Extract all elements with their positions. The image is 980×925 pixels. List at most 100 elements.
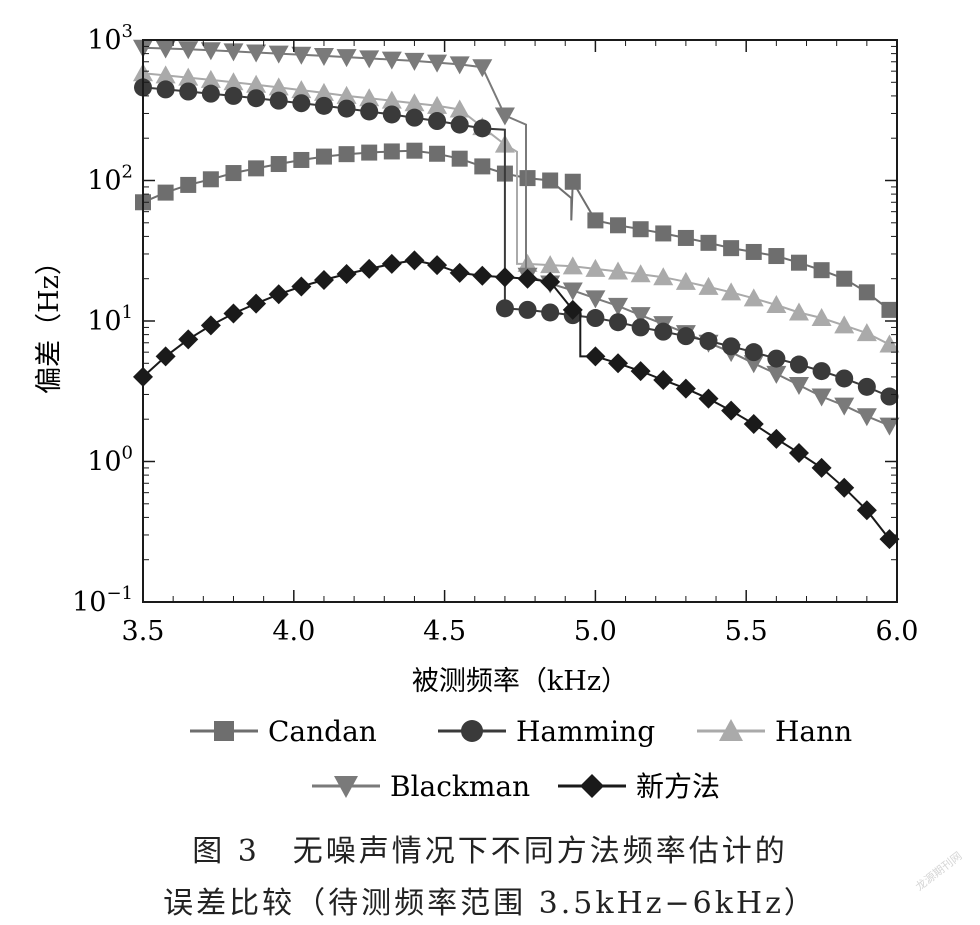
- marker-circle: [744, 343, 763, 362]
- series-layer: [133, 39, 900, 550]
- marker-triangle-down: [223, 43, 244, 62]
- marker-diamond: [721, 400, 742, 421]
- marker-diamond: [223, 303, 244, 324]
- marker-square: [700, 234, 717, 251]
- marker-square: [429, 145, 446, 162]
- marker-diamond: [698, 388, 719, 409]
- marker-triangle-down: [585, 290, 606, 309]
- marker-circle: [767, 349, 786, 368]
- marker-square: [632, 221, 649, 238]
- marker-triangle-up: [766, 294, 787, 313]
- marker-triangle-down: [291, 46, 312, 65]
- legend-item: Hann: [697, 715, 852, 748]
- marker-circle: [518, 300, 537, 319]
- marker-diamond: [494, 267, 515, 288]
- marker-triangle-up: [811, 308, 832, 327]
- marker-triangle-down: [449, 56, 470, 75]
- marker-square: [768, 248, 785, 265]
- marker-circle: [609, 313, 628, 332]
- marker-triangle-up: [359, 88, 380, 107]
- marker-triangle-up: [856, 323, 877, 342]
- marker-triangle-up: [517, 253, 538, 272]
- axis-layer: 3.5 4.0 4.5 5.0 5.5 6.0 10−1 100 101 102 103: [72, 21, 918, 647]
- marker-diamond: [766, 428, 787, 449]
- marker-diamond: [675, 378, 696, 399]
- marker-triangle-down: [879, 417, 900, 436]
- marker-triangle-up: [336, 85, 357, 104]
- marker-square: [790, 254, 807, 271]
- legend-label: Hann: [775, 715, 852, 748]
- marker-triangle-down: [246, 44, 267, 63]
- marker-square: [836, 270, 853, 287]
- y-tick-label: 101: [87, 302, 133, 337]
- marker-square: [248, 160, 265, 177]
- marker-square: [225, 165, 242, 182]
- marker-square: [383, 143, 400, 160]
- marker-square: [361, 144, 378, 161]
- marker-circle: [314, 96, 333, 115]
- marker-diamond: [879, 529, 900, 550]
- marker-square: [655, 225, 672, 242]
- marker-diamond: [630, 361, 651, 382]
- marker-triangle-up: [675, 271, 696, 290]
- marker-circle: [382, 105, 401, 124]
- marker-triangle-up: [653, 267, 674, 286]
- series-new-method: [133, 250, 900, 550]
- marker-square: [157, 184, 174, 201]
- marker-circle: [631, 318, 650, 337]
- marker-triangle-up: [200, 69, 221, 88]
- marker-diamond: [313, 269, 334, 290]
- marker-square: [180, 176, 197, 193]
- marker-diamond: [155, 346, 176, 367]
- marker-triangle-down: [788, 377, 809, 396]
- x-tick-label: 4.0: [272, 616, 315, 647]
- marker-triangle-up: [719, 719, 743, 741]
- marker-triangle-up: [562, 256, 583, 275]
- marker-triangle-up: [721, 282, 742, 301]
- marker-square: [564, 173, 581, 190]
- marker-triangle-down: [608, 297, 629, 316]
- marker-diamond: [834, 477, 855, 498]
- marker-circle: [699, 332, 718, 351]
- marker-triangle-up: [291, 80, 312, 99]
- marker-circle: [428, 112, 447, 131]
- marker-square: [202, 171, 219, 188]
- marker-circle: [586, 309, 605, 328]
- marker-triangle-down: [766, 365, 787, 384]
- figure-caption-line-1: 图 3 无噪声情况下不同方法频率估计的: [192, 834, 788, 869]
- marker-diamond: [200, 315, 221, 336]
- marker-triangle-down: [743, 355, 764, 374]
- marker-circle: [722, 337, 741, 356]
- y-tick-label: 10−1: [72, 583, 133, 618]
- marker-triangle-up: [698, 276, 719, 295]
- marker-square: [813, 262, 830, 279]
- marker-circle: [269, 91, 288, 110]
- marker-diamond: [427, 255, 448, 276]
- marker-diamond: [178, 329, 199, 350]
- marker-triangle-down: [404, 52, 425, 71]
- marker-circle: [789, 355, 808, 374]
- y-axis-label: 偏差（Hz）: [34, 248, 65, 394]
- marker-triangle-up: [155, 65, 176, 84]
- legend-label: 新方法: [636, 770, 720, 803]
- marker-triangle-down: [178, 41, 199, 60]
- marker-triangle-down: [494, 107, 515, 126]
- marker-diamond: [540, 271, 561, 292]
- marker-triangle-up: [608, 261, 629, 280]
- marker-triangle-up: [223, 72, 244, 91]
- series-hamming: [134, 78, 899, 406]
- marker-square: [723, 240, 740, 257]
- x-tick-label: 3.5: [122, 616, 165, 647]
- marker-circle: [541, 303, 560, 322]
- marker-diamond: [653, 370, 674, 391]
- marker-triangle-up: [178, 67, 199, 86]
- marker-square: [677, 229, 694, 246]
- marker-square: [270, 156, 287, 173]
- marker-square: [338, 146, 355, 163]
- marker-square: [881, 301, 898, 318]
- marker-triangle-up: [743, 288, 764, 307]
- marker-triangle-up: [585, 258, 606, 277]
- plot-frame: [142, 39, 898, 603]
- x-tick-label: 5.0: [574, 616, 617, 647]
- marker-triangle-down: [427, 54, 448, 73]
